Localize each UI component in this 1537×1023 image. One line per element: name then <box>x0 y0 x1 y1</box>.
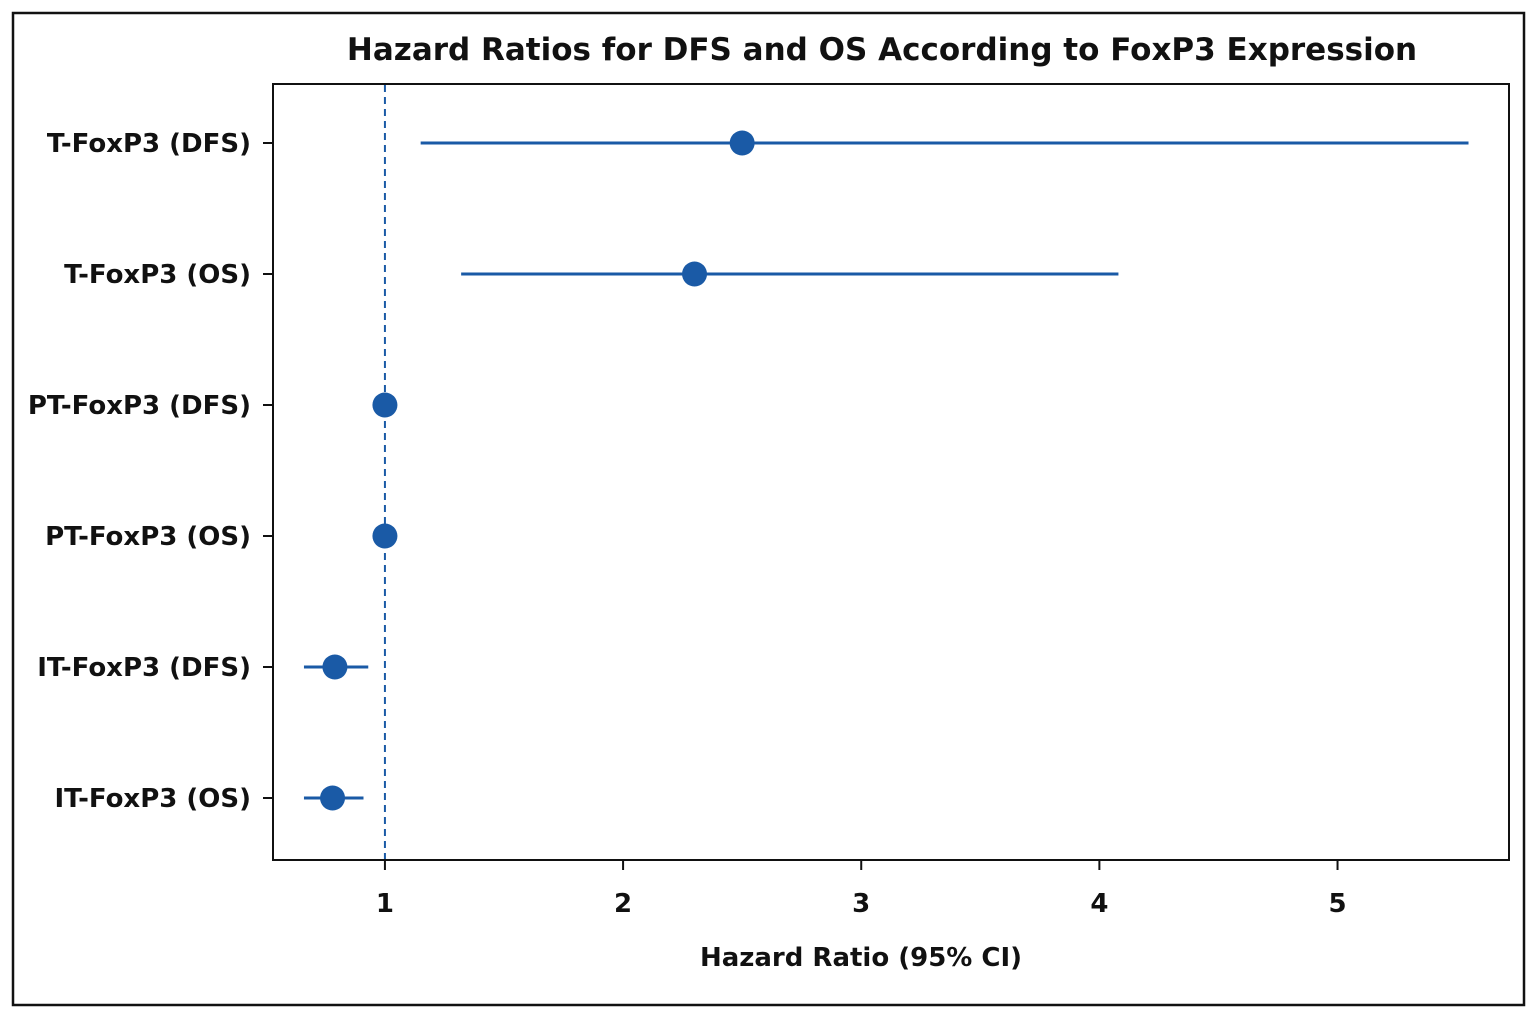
hr-point <box>682 261 708 287</box>
y-axis: T-FoxP3 (DFS) T-FoxP3 (OS) PT-FoxP3 (DFS) P… <box>28 129 273 814</box>
chart-title: Hazard Ratios for DFS and OS According t… <box>347 32 1417 68</box>
data-marks <box>303 130 1469 811</box>
x-axis: 1 2 3 4 5 <box>376 860 1347 919</box>
y-tick-label: T-FoxP3 (DFS) <box>47 129 251 159</box>
plot-area-frame <box>272 83 1510 861</box>
x-tick-label: 1 <box>376 889 394 919</box>
figure-border <box>11 11 1526 1007</box>
hr-point <box>322 654 348 680</box>
x-tick-label: 5 <box>1328 889 1346 919</box>
x-tick-label: 2 <box>614 889 632 919</box>
y-tick-label: IT-FoxP3 (OS) <box>54 784 251 814</box>
y-tick-label: PT-FoxP3 (DFS) <box>28 391 251 421</box>
y-tick-label: T-FoxP3 (OS) <box>64 260 251 290</box>
hr-point <box>372 523 398 549</box>
hr-point <box>320 785 346 811</box>
y-tick-label: IT-FoxP3 (DFS) <box>37 653 251 683</box>
x-tick-label: 3 <box>852 889 870 919</box>
x-tick-label: 4 <box>1090 889 1108 919</box>
hr-point <box>729 130 755 156</box>
x-axis-label: Hazard Ratio (95% CI) <box>700 943 1022 973</box>
y-tick-label: PT-FoxP3 (OS) <box>45 522 251 552</box>
hr-point <box>372 392 398 418</box>
